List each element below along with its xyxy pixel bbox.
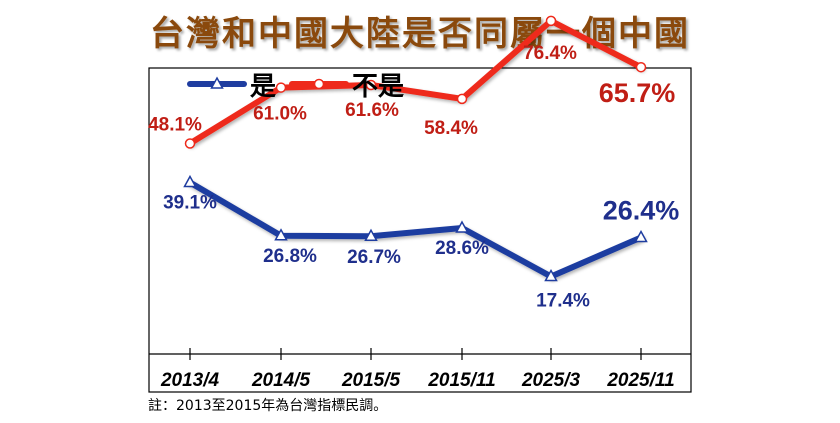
legend-item-shi: 是	[187, 71, 276, 101]
data-label-bushi: 58.4%	[424, 118, 478, 139]
data-point-bushi	[365, 79, 377, 91]
data-point-shi	[364, 228, 378, 241]
x-tick-label: 2025/11	[606, 370, 674, 391]
data-point-bushi	[184, 138, 196, 149]
series-line-bushi	[187, 17, 644, 147]
data-point-shi	[544, 268, 558, 282]
legend-label-bushi: 不是	[352, 71, 404, 101]
data-point-bushi	[275, 82, 287, 93]
legend-item-bushi: 不是	[289, 71, 404, 101]
footnote: 註：2013至2015年為台灣指標民調。	[148, 398, 387, 414]
data-label-shi: 39.1%	[163, 192, 217, 213]
legend-label-shi: 是	[250, 71, 276, 101]
data-label-bushi: 61.0%	[253, 104, 307, 125]
x-tick-label: 2015/11	[427, 370, 495, 391]
data-label-shi: 26.4%	[603, 196, 680, 226]
data-label-bushi: 65.7%	[599, 78, 676, 108]
data-label-shi: 17.4%	[536, 291, 590, 312]
x-tick-label: 2014/5	[251, 370, 311, 391]
x-tick-label: 2013/4	[160, 370, 220, 391]
legend: 是 不是	[187, 71, 404, 101]
x-axis-tick-labels: 2013/4 2014/5 2015/5 2015/11 2025/3 2025/11	[160, 370, 675, 391]
data-label-bushi: 48.1%	[148, 114, 202, 135]
plot-frame	[148, 67, 692, 393]
series-line-shi	[187, 179, 644, 280]
data-point-bushi	[635, 61, 647, 73]
data-label-bushi: 76.4%	[523, 43, 577, 64]
data-point-shi	[274, 228, 288, 241]
data-label-shi: 26.8%	[263, 246, 317, 267]
x-axis-ticks	[189, 348, 642, 360]
data-point-bushi	[545, 15, 557, 27]
series-layer	[183, 15, 648, 282]
data-label-shi: 28.6%	[435, 238, 489, 259]
data-point-shi	[455, 220, 469, 233]
data-point-bushi	[456, 93, 468, 105]
x-tick-label: 2015/5	[341, 370, 401, 391]
data-label-shi: 26.7%	[347, 247, 401, 268]
data-labels: 39.1% 26.8% 26.7% 28.6% 17.4% 26.4% 48.1% 61.0%…	[148, 43, 679, 312]
legend-marker-shi	[210, 76, 224, 89]
x-tick-label: 2025/3	[521, 370, 581, 391]
data-point-shi	[183, 174, 197, 188]
data-point-shi	[634, 229, 648, 243]
data-label-bushi: 61.6%	[345, 100, 399, 121]
legend-marker-bushi	[313, 78, 325, 90]
